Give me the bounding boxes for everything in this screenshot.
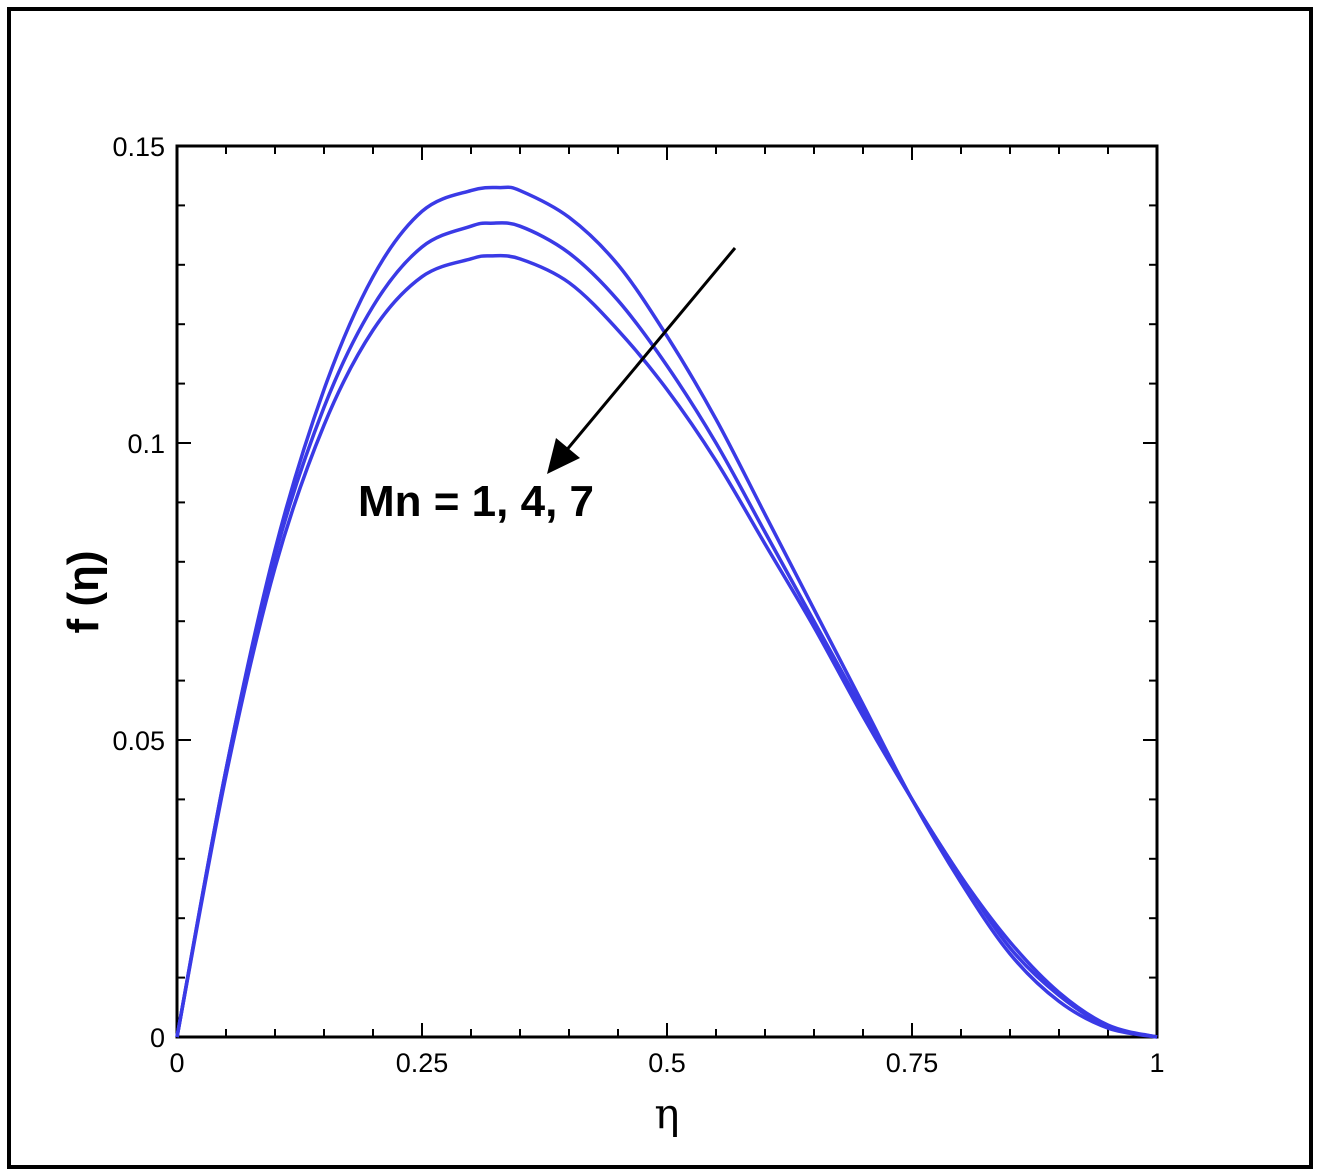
y-axis-tick-labels: 0 0.05 0.1 0.15 — [112, 132, 165, 1053]
y-tick-label: 0.15 — [112, 132, 165, 162]
series-lines — [175, 185, 1158, 1039]
x-tick-label: 0.75 — [886, 1048, 939, 1078]
y-tick-label: 0.05 — [112, 726, 165, 756]
y-tick-label: 0.1 — [127, 429, 165, 459]
y-tick-label: 0 — [150, 1023, 165, 1053]
y-axis-ticks — [177, 145, 1157, 1038]
annotation-label: Mn = 1, 4, 7 — [358, 477, 594, 526]
x-tick-label: 1 — [1149, 1048, 1164, 1078]
x-axis-tick-labels: 0 0.25 0.5 0.75 1 — [169, 1048, 1164, 1078]
x-axis-title: η — [654, 1089, 679, 1138]
outer-frame — [7, 7, 1313, 1169]
series-line-1 — [175, 185, 1158, 1039]
y-axis-title: f (η) — [59, 550, 108, 633]
x-tick-label: 0 — [169, 1048, 184, 1078]
x-axis-ticks — [176, 146, 1158, 1037]
series-line-3 — [175, 253, 1158, 1039]
x-tick-label: 0.5 — [648, 1048, 686, 1078]
x-tick-label: 0.25 — [396, 1048, 449, 1078]
annotation-arrow — [547, 247, 737, 474]
